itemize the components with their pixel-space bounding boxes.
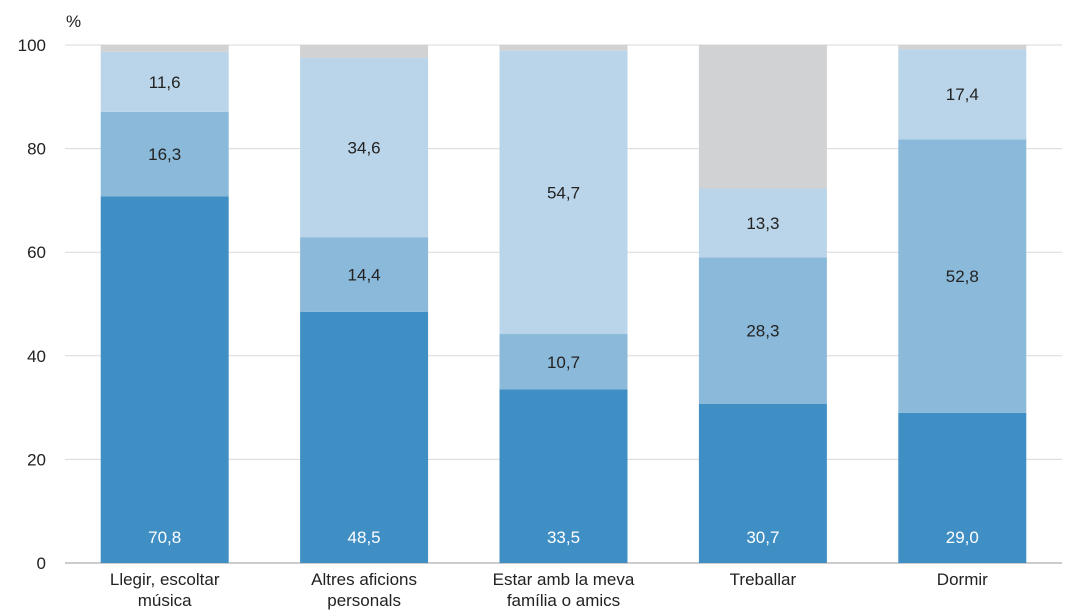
data-label: 52,8 <box>946 267 979 286</box>
y-tick-label: 20 <box>27 450 46 469</box>
x-category-label: personals <box>327 591 401 610</box>
bar-segment <box>898 139 1027 413</box>
bar-segment <box>698 45 827 189</box>
data-label: 13,3 <box>746 214 779 233</box>
bar-segment <box>898 45 1027 50</box>
data-label: 10,7 <box>547 353 580 372</box>
bars: 70,8 16,3 11,6 48,5 14,4 34,6 33,5 10,7 54,7 30,7… <box>100 45 1027 564</box>
data-label: 17,4 <box>946 85 979 104</box>
data-label: 54,7 <box>547 183 580 202</box>
bar-segment <box>698 403 827 563</box>
data-label: 29,0 <box>946 528 979 547</box>
y-tick-label: 40 <box>27 347 46 366</box>
data-label: 48,5 <box>348 528 381 547</box>
data-label: 70,8 <box>148 528 181 547</box>
x-category-label: família o amics <box>507 591 620 610</box>
data-label: 34,6 <box>348 139 381 158</box>
y-tick-label: 0 <box>37 554 46 573</box>
x-category-label: Estar amb la meva <box>493 570 635 589</box>
bar-segment <box>300 237 429 312</box>
bar-stack: 30,7 28,3 13,3 <box>698 45 827 563</box>
bar-segment <box>898 412 1027 563</box>
data-label: 28,3 <box>746 322 779 341</box>
bar-segment <box>698 257 827 404</box>
x-category-label: Llegir, escoltar <box>110 570 220 589</box>
y-tick-label: 60 <box>27 243 46 262</box>
x-axis-labels: Llegir, escoltar música Altres aficions per… <box>110 570 988 610</box>
bar-segment <box>100 51 229 112</box>
bar-segment <box>100 45 229 52</box>
bar-segment <box>499 45 628 51</box>
bar-stack: 29,0 52,8 17,4 <box>898 45 1027 563</box>
data-label: 30,7 <box>746 528 779 547</box>
bar-segment <box>100 196 229 564</box>
bar-segment <box>300 311 429 563</box>
data-label: 14,4 <box>348 265 381 284</box>
bar-segment <box>100 111 229 197</box>
data-label: 16,3 <box>148 145 181 164</box>
bar-segment <box>300 45 429 58</box>
bar-segment <box>499 334 628 390</box>
x-category-label: Altres aficions <box>311 570 417 589</box>
bar-stack: 70,8 16,3 11,6 <box>100 45 229 564</box>
bar-segment <box>898 49 1027 140</box>
x-category-label: Treballar <box>730 570 797 589</box>
data-label: 11,6 <box>149 73 181 92</box>
data-label: 33,5 <box>547 528 580 547</box>
y-axis-ticks: 0 20 40 60 80 100 <box>18 36 46 573</box>
bar-segment <box>499 389 628 563</box>
bar-segment <box>698 188 827 258</box>
bar-segment <box>499 50 628 335</box>
y-tick-label: 100 <box>18 36 46 55</box>
y-tick-label: 80 <box>27 140 46 159</box>
bar-stack: 33,5 10,7 54,7 <box>499 45 628 563</box>
y-unit-label: % <box>66 12 81 31</box>
x-category-label: Dormir <box>937 570 988 589</box>
bar-segment <box>300 57 429 238</box>
bar-stack: 48,5 14,4 34,6 <box>300 45 429 563</box>
x-category-label: música <box>138 591 192 610</box>
